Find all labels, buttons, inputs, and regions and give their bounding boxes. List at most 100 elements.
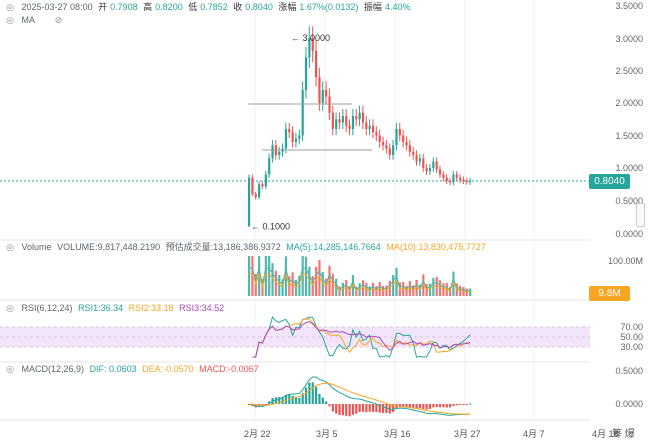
candle-body — [261, 184, 264, 187]
macd-histogram-bar — [328, 404, 331, 407]
macd-histogram-bar — [308, 382, 311, 404]
macd-histogram-bar — [325, 401, 328, 404]
volume-bar — [294, 279, 298, 296]
candle-body — [408, 145, 411, 152]
volume-bar — [398, 282, 401, 296]
axis-scroll-handle[interactable] — [636, 203, 645, 227]
volume-bar — [428, 283, 432, 296]
macd-header: ◎ MACD(12,26,9) DIF: 0.0603 DEA:-0.0570 … — [4, 364, 262, 375]
volume-bar — [315, 266, 318, 296]
eye-icon[interactable]: ◎ — [6, 242, 14, 252]
macd-histogram-bar — [388, 404, 391, 414]
volume-bar — [291, 272, 294, 296]
candle-body — [438, 169, 442, 175]
volume-bar — [288, 276, 291, 296]
x-tick: 4月 7 — [523, 429, 545, 439]
macd-histogram-bar — [425, 404, 428, 410]
eye-icon[interactable]: ◎ — [6, 303, 14, 313]
rsi-tick: 70.00 — [620, 322, 643, 332]
eye-icon[interactable]: ◎ — [6, 2, 14, 12]
candle-body — [361, 112, 365, 123]
volume-ma5: MA(5):14,285,146.7664 — [286, 242, 381, 252]
ma-row: ◎ MA ⊘ — [4, 15, 68, 26]
candle-body — [432, 161, 435, 168]
low-value: 0.7852 — [200, 2, 228, 12]
volume-tick: 100.00M — [607, 256, 643, 266]
candle-body — [284, 129, 288, 149]
macd-histogram-bar — [392, 404, 395, 413]
eye-icon[interactable]: ◎ — [6, 15, 14, 25]
macd-histogram-bar — [371, 404, 375, 412]
candle-body — [375, 132, 378, 136]
volume-bar — [328, 265, 331, 296]
candle-body — [251, 177, 254, 194]
volume-bar — [248, 256, 251, 296]
candle-body — [325, 90, 328, 97]
volume-bar — [438, 280, 442, 296]
close-label: 收 — [233, 2, 243, 12]
candle-body — [415, 155, 418, 162]
macd-histogram-bar — [368, 404, 371, 412]
candle-body — [294, 138, 298, 142]
macd-histogram-bar — [335, 404, 338, 414]
close-value: 0.8040 — [245, 2, 273, 12]
volume-ma10-line — [249, 272, 471, 293]
rsi-tick: 50.00 — [620, 332, 643, 342]
volume-bar — [308, 266, 311, 296]
price-tick: 1.5000 — [615, 131, 643, 141]
candle-body — [358, 112, 361, 120]
eye-off-icon[interactable]: ⊘ — [54, 15, 63, 25]
x-tick: 3月 5 — [316, 429, 338, 439]
low-annotation: ← 0.1000 — [251, 222, 290, 232]
macd-tick: 0.5000 — [615, 366, 643, 376]
candle-body — [368, 125, 371, 129]
macd-lines — [248, 376, 472, 417]
volume-bar — [321, 272, 324, 296]
macd-histogram-bar — [321, 397, 324, 404]
macd-histogram-bar — [432, 404, 435, 408]
macd-histogram-bar — [428, 404, 432, 409]
volume-bar — [432, 278, 435, 296]
rsi-tick: 30.00 — [620, 342, 643, 352]
macd-histogram-bar — [338, 404, 341, 416]
volume-bars — [248, 256, 472, 296]
macd-histogram-bar — [462, 404, 465, 405]
volume-bar — [278, 275, 281, 296]
eye-icon[interactable]: ◎ — [6, 364, 14, 374]
volume-bar — [341, 282, 344, 296]
macd-tick: 0.0000 — [615, 399, 643, 409]
candle-body — [321, 90, 324, 103]
volume-bar — [268, 256, 271, 296]
macd-histogram-bar — [412, 404, 415, 408]
volume-bar — [301, 256, 304, 296]
ma-label: MA — [21, 15, 36, 25]
chip-distribution-tools[interactable]: 筹 爆 — [612, 429, 635, 440]
macd-histogram-bar — [281, 396, 284, 404]
macd-histogram-bar — [284, 394, 288, 404]
macd-histogram-bar — [402, 404, 405, 407]
macd-histogram-bar — [445, 404, 448, 408]
rsi3-value: RSI3:34.52 — [179, 303, 225, 313]
amplitude-value: 4.40% — [384, 2, 411, 12]
price-tick: 3.0000 — [615, 34, 643, 44]
candle-body — [345, 116, 348, 126]
volume-bar — [455, 283, 458, 296]
macd-histogram-bar — [361, 404, 365, 412]
volume-bar — [388, 280, 391, 296]
volume-bar — [298, 275, 301, 296]
macd-histogram-bar — [278, 396, 281, 404]
candle-body — [268, 158, 271, 175]
macd-dif: DIF: 0.0603 — [89, 364, 137, 374]
candle-body — [341, 116, 344, 123]
candle-body — [308, 38, 311, 58]
macd-histogram-bar — [408, 404, 411, 408]
candle-body — [392, 145, 395, 155]
candle-body — [304, 57, 308, 90]
change-label: 涨幅 — [278, 2, 297, 12]
candle-body — [462, 179, 465, 181]
candle-body — [315, 51, 318, 77]
candle-body — [459, 177, 462, 180]
macd-histogram-bar — [358, 404, 361, 412]
price-annotations: ← 3.0000 ← 0.1000 — [248, 33, 372, 232]
